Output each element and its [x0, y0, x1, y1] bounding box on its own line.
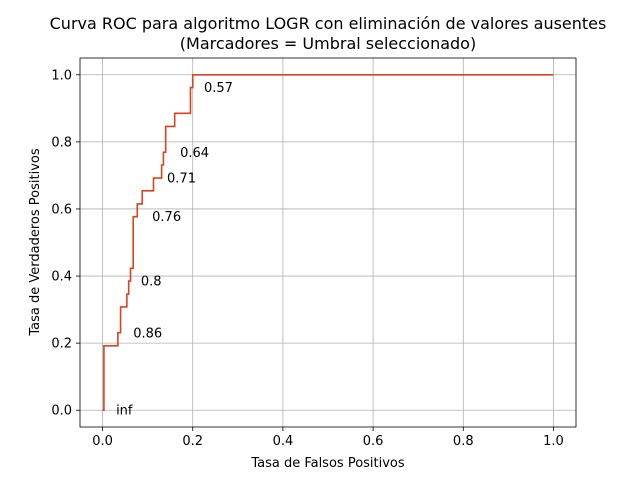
grid-lines — [80, 58, 576, 427]
roc-series — [102, 73, 554, 412]
x-tick-label: 0.6 — [363, 434, 384, 449]
y-tick-label: 0.8 — [51, 135, 72, 150]
x-tick-label: 0.0 — [92, 434, 113, 449]
roc-curve-line — [102, 73, 554, 412]
y-tick-label: 0.6 — [51, 202, 72, 217]
x-axis-label: Tasa de Falsos Positivos — [250, 456, 405, 471]
chart-subtitle: (Marcadores = Umbral seleccionado) — [180, 34, 476, 53]
y-tick-label: 1.0 — [51, 68, 72, 83]
y-tick-label: 0.2 — [51, 337, 72, 352]
threshold-label: 0.8 — [141, 275, 162, 290]
threshold-label: 0.71 — [167, 172, 196, 187]
axis-ticks: 0.0 0.2 0.4 0.6 0.8 1.0 0.0 0.2 0.4 0.6 0.8 1.0 — [51, 68, 563, 449]
threshold-label: 0.57 — [204, 81, 233, 96]
threshold-label: 0.76 — [152, 210, 181, 225]
x-tick-label: 0.8 — [453, 434, 474, 449]
y-tick-label: 0.0 — [51, 404, 72, 419]
y-tick-label: 0.4 — [51, 270, 72, 285]
threshold-label: 0.86 — [133, 327, 162, 342]
threshold-label: 0.64 — [180, 146, 209, 161]
threshold-label: inf — [116, 404, 133, 419]
x-tick-label: 0.4 — [273, 434, 294, 449]
y-axis-label: Tasa de Verdaderos Positivos — [28, 148, 43, 336]
x-tick-label: 1.0 — [543, 434, 564, 449]
x-tick-label: 0.2 — [182, 434, 203, 449]
threshold-annotations: inf 0.86 0.8 0.76 0.71 0.64 0.57 — [116, 81, 233, 419]
chart-title: Curva ROC para algoritmo LOGR con elimin… — [50, 14, 607, 33]
plot-frame — [79, 57, 577, 428]
